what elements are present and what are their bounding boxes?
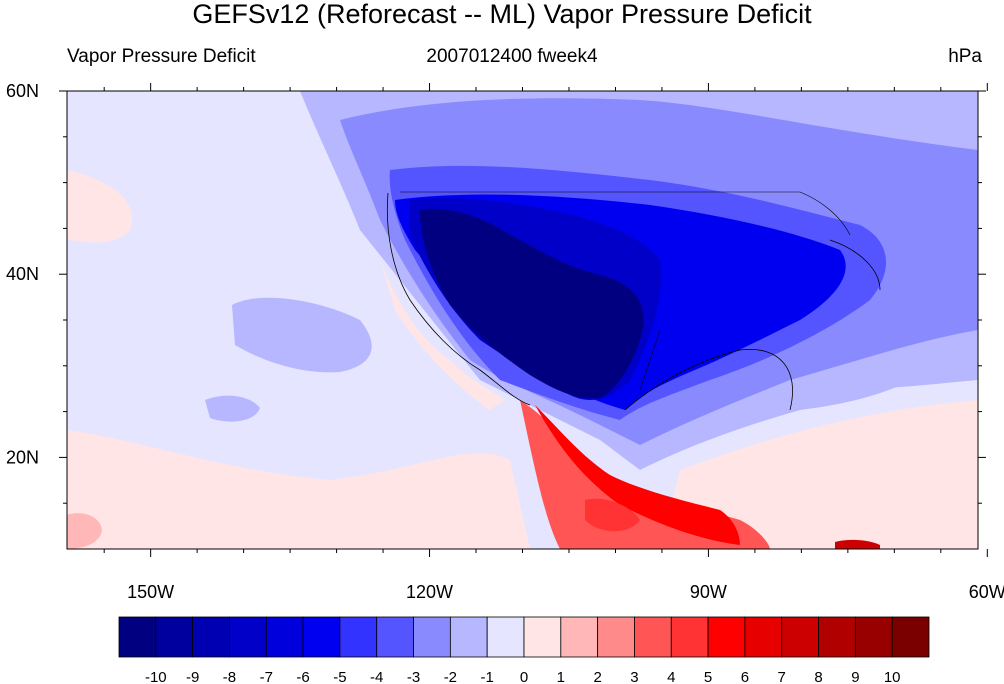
colorbar-label: 3 xyxy=(630,669,638,684)
colorbar-swatch xyxy=(229,616,267,658)
colorbar-label: -8 xyxy=(223,669,236,684)
colorbar-swatch xyxy=(854,616,893,658)
y-tick-label: 60N xyxy=(6,81,39,101)
x-tick-label: 60W xyxy=(969,582,1004,602)
colorbar-swatch xyxy=(634,616,672,658)
atlantic-positive xyxy=(660,400,978,549)
colorbar-swatch xyxy=(781,616,819,658)
colorbar-swatch xyxy=(523,616,562,658)
colorbar-swatch xyxy=(744,616,783,658)
colorbar-label: 1 xyxy=(557,669,565,684)
south-america-red xyxy=(835,539,880,549)
colorbar-label: 10 xyxy=(884,669,901,684)
colorbar-swatch xyxy=(302,616,341,658)
colorbar-label: -6 xyxy=(296,669,309,684)
colorbar-label: 9 xyxy=(851,669,859,684)
coastline xyxy=(386,192,881,411)
colorbar-swatch xyxy=(560,616,599,658)
colorbar-swatch xyxy=(670,616,709,658)
mexico-red-core xyxy=(535,405,740,545)
colorbar-swatch xyxy=(192,616,230,658)
colorbar-label: -7 xyxy=(260,669,273,684)
colorbar: -10 -9 -8 -7 -6 -5 -4 -3 -2 -1 0 1 2 3 4 5 6 7 8 9 10 xyxy=(118,616,930,684)
colorbar-swatch xyxy=(486,616,525,658)
colorbar-swatch xyxy=(707,616,746,658)
colorbar-label: -10 xyxy=(145,669,167,684)
colorbar-swatch xyxy=(155,616,194,658)
x-tick-label: 150W xyxy=(127,582,174,602)
colorbar-swatch xyxy=(339,616,378,658)
colorbar-swatch xyxy=(597,616,635,658)
colorbar-swatch xyxy=(118,616,157,658)
colorbar-swatch xyxy=(376,616,414,658)
colorbar-label: 0 xyxy=(520,669,528,684)
x-axis: 150W 120W 90W 60W xyxy=(103,83,1004,602)
colorbar-swatch xyxy=(891,616,930,658)
vpd-field xyxy=(67,91,978,549)
colorbar-label: 4 xyxy=(667,669,675,684)
units-label: hPa xyxy=(948,46,982,67)
colorbar-label: 2 xyxy=(593,669,601,684)
colorbar-swatch xyxy=(818,616,856,658)
coast-positive-strip xyxy=(380,260,505,410)
left-subtitle: Vapor Pressure Deficit xyxy=(67,46,256,67)
colorbar-label: -3 xyxy=(407,669,420,684)
pacific-positive-west xyxy=(67,170,132,243)
y-axis: 60N 40N 20N xyxy=(6,81,986,504)
x-tick-label: 90W xyxy=(690,582,727,602)
colorbar-label: -2 xyxy=(444,669,457,684)
colorbar-label: -4 xyxy=(370,669,383,684)
colorbar-swatch xyxy=(265,616,304,658)
mexico-red-inner xyxy=(585,498,640,532)
x-tick-label: 120W xyxy=(406,582,453,602)
us-border xyxy=(400,191,851,391)
colorbar-swatch xyxy=(449,616,488,658)
hawaii-positive xyxy=(67,513,102,549)
colorbar-label: -1 xyxy=(481,669,494,684)
colorbar-label: 8 xyxy=(814,669,822,684)
colorbar-label: 5 xyxy=(704,669,712,684)
pacific-blob-2 xyxy=(205,395,260,422)
y-tick-label: 20N xyxy=(6,447,39,467)
colorbar-label: -5 xyxy=(333,669,346,684)
colorbar-label: 7 xyxy=(778,669,786,684)
colorbar-label: 6 xyxy=(741,669,749,684)
pacific-positive-south xyxy=(67,430,530,549)
center-subtitle: 2007012400 fweek4 xyxy=(426,46,598,67)
colorbar-label: -9 xyxy=(186,669,199,684)
y-tick-label: 40N xyxy=(6,264,39,284)
darkest-blue xyxy=(420,208,644,399)
map-title: GEFSv12 (Reforecast -- ML) Vapor Pressur… xyxy=(192,0,812,29)
pacific-blob-1 xyxy=(232,297,372,373)
colorbar-swatch xyxy=(413,616,451,658)
